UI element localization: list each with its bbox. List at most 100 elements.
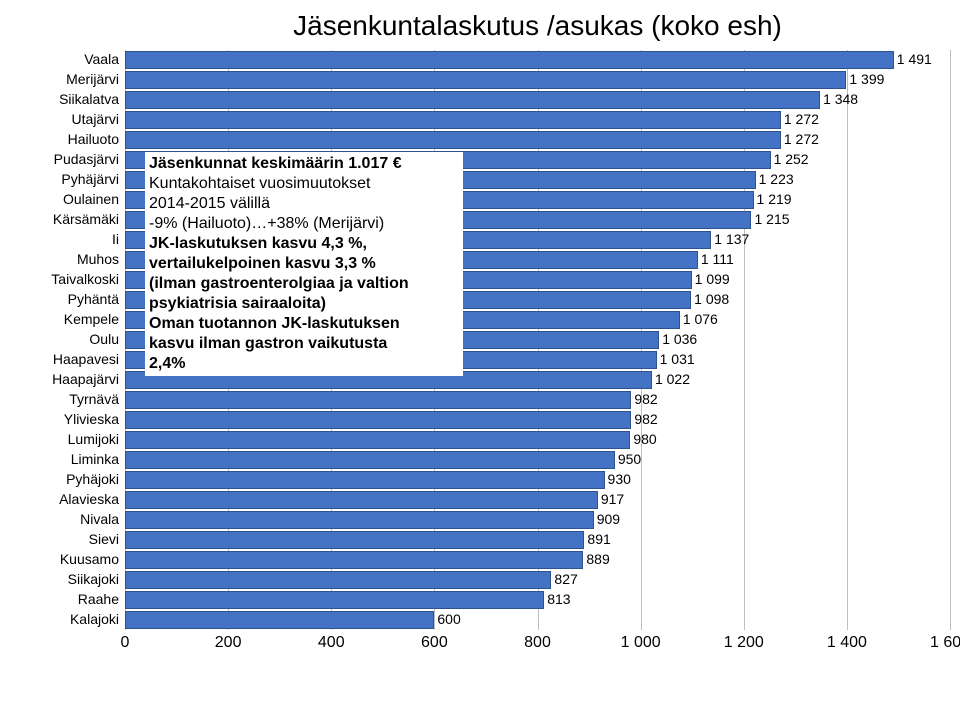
bar-row: Tyrnävä982 — [125, 391, 950, 409]
category-label: Ylivieska — [64, 411, 125, 429]
category-label: Hailuoto — [68, 131, 125, 149]
overlay-line: kasvu ilman gastron vaikutusta — [149, 334, 459, 354]
gridline — [950, 50, 951, 630]
value-label: 1 076 — [680, 311, 718, 329]
category-label: Merijärvi — [66, 71, 125, 89]
category-label: Raahe — [78, 591, 125, 609]
x-tick: 200 — [215, 630, 242, 652]
bar — [125, 531, 584, 549]
annotation-box: Jäsenkunnat keskimäärin 1.017 € Kuntakoh… — [145, 152, 463, 376]
value-label: 889 — [583, 551, 609, 569]
bar — [125, 551, 583, 569]
value-label: 982 — [631, 391, 657, 409]
value-label: 813 — [544, 591, 570, 609]
bar-row: Pyhäjoki930 — [125, 471, 950, 489]
x-tick: 1 400 — [827, 630, 867, 652]
category-label: Sievi — [89, 531, 125, 549]
bar-row: Nivala909 — [125, 511, 950, 529]
category-label: Kempele — [64, 311, 125, 329]
value-label: 980 — [630, 431, 656, 449]
bar-row: Raahe813 — [125, 591, 950, 609]
chart-area: 02004006008001 0001 2001 4001 600 Vaala1… — [10, 50, 950, 660]
category-label: Siikajoki — [68, 571, 125, 589]
value-label: 1 272 — [781, 131, 819, 149]
value-label: 1 099 — [692, 271, 730, 289]
x-tick: 1 200 — [724, 630, 764, 652]
value-label: 1 215 — [751, 211, 789, 229]
value-label: 1 022 — [652, 371, 690, 389]
overlay-line: 2,4% — [149, 354, 459, 374]
category-label: Pyhäntä — [68, 291, 125, 309]
x-tick: 1 600 — [930, 630, 960, 652]
category-label: Ii — [112, 231, 125, 249]
category-label: Oulainen — [63, 191, 125, 209]
overlay-line: 2014-2015 välillä — [149, 194, 459, 214]
value-label: 1 348 — [820, 91, 858, 109]
overlay-line: psykiatrisia sairaaloita) — [149, 294, 459, 314]
bar — [125, 391, 631, 409]
value-label: 1 137 — [711, 231, 749, 249]
category-label: Siikalatva — [59, 91, 125, 109]
overlay-line: JK-laskutuksen kasvu 4,3 %, — [149, 234, 459, 254]
bar — [125, 591, 544, 609]
overlay-line: Oman tuotannon JK-laskutuksen — [149, 314, 459, 334]
value-label: 1 491 — [894, 51, 932, 69]
bar — [125, 411, 631, 429]
bar-row: Siikajoki827 — [125, 571, 950, 589]
category-label: Taivalkoski — [51, 271, 125, 289]
category-label: Nivala — [80, 511, 125, 529]
category-label: Pyhäjärvi — [61, 171, 125, 189]
value-label: 600 — [434, 611, 460, 629]
value-label: 909 — [594, 511, 620, 529]
bar — [125, 611, 434, 629]
value-label: 982 — [631, 411, 657, 429]
category-label: Vaala — [84, 51, 125, 69]
category-label: Kuusamo — [60, 551, 125, 569]
value-label: 1 223 — [756, 171, 794, 189]
bar-row: Alavieska917 — [125, 491, 950, 509]
category-label: Haapavesi — [53, 351, 125, 369]
value-label: 1 098 — [691, 291, 729, 309]
bar — [125, 491, 598, 509]
value-label: 1 031 — [657, 351, 695, 369]
overlay-line: Kuntakohtaiset vuosimuutokset — [149, 174, 459, 194]
value-label: 917 — [598, 491, 624, 509]
x-tick: 400 — [318, 630, 345, 652]
value-label: 827 — [551, 571, 577, 589]
chart-title: Jäsenkuntalaskutus /asukas (koko esh) — [10, 10, 950, 42]
value-label: 950 — [615, 451, 641, 469]
value-label: 1 111 — [698, 251, 734, 269]
category-label: Pyhäjoki — [66, 471, 125, 489]
bar — [125, 91, 820, 109]
bar — [125, 111, 781, 129]
category-label: Liminka — [71, 451, 125, 469]
bar — [125, 131, 781, 149]
category-label: Haapajärvi — [52, 371, 125, 389]
bar — [125, 571, 551, 589]
value-label: 930 — [605, 471, 631, 489]
value-label: 1 252 — [771, 151, 809, 169]
bar — [125, 51, 894, 69]
overlay-line: (ilman gastroenterolgiaa ja valtion — [149, 274, 459, 294]
category-label: Pudasjärvi — [54, 151, 125, 169]
category-label: Kärsämäki — [53, 211, 125, 229]
bar-row: Liminka950 — [125, 451, 950, 469]
category-label: Lumijoki — [68, 431, 125, 449]
bar-row: Ylivieska982 — [125, 411, 950, 429]
overlay-line: Jäsenkunnat keskimäärin 1.017 € — [149, 154, 459, 174]
bar-row: Hailuoto1 272 — [125, 131, 950, 149]
category-label: Oulu — [89, 331, 125, 349]
x-tick: 800 — [524, 630, 551, 652]
x-tick: 1 000 — [621, 630, 661, 652]
category-label: Kalajoki — [70, 611, 125, 629]
value-label: 891 — [584, 531, 610, 549]
bar-row: Merijärvi1 399 — [125, 71, 950, 89]
bar — [125, 511, 594, 529]
bar-row: Vaala1 491 — [125, 51, 950, 69]
value-label: 1 036 — [659, 331, 697, 349]
overlay-line: -9% (Hailuoto)…+38% (Merijärvi) — [149, 214, 459, 234]
bar-row: Kalajoki600 — [125, 611, 950, 629]
bar-row: Sievi891 — [125, 531, 950, 549]
category-label: Alavieska — [59, 491, 125, 509]
value-label: 1 219 — [754, 191, 792, 209]
